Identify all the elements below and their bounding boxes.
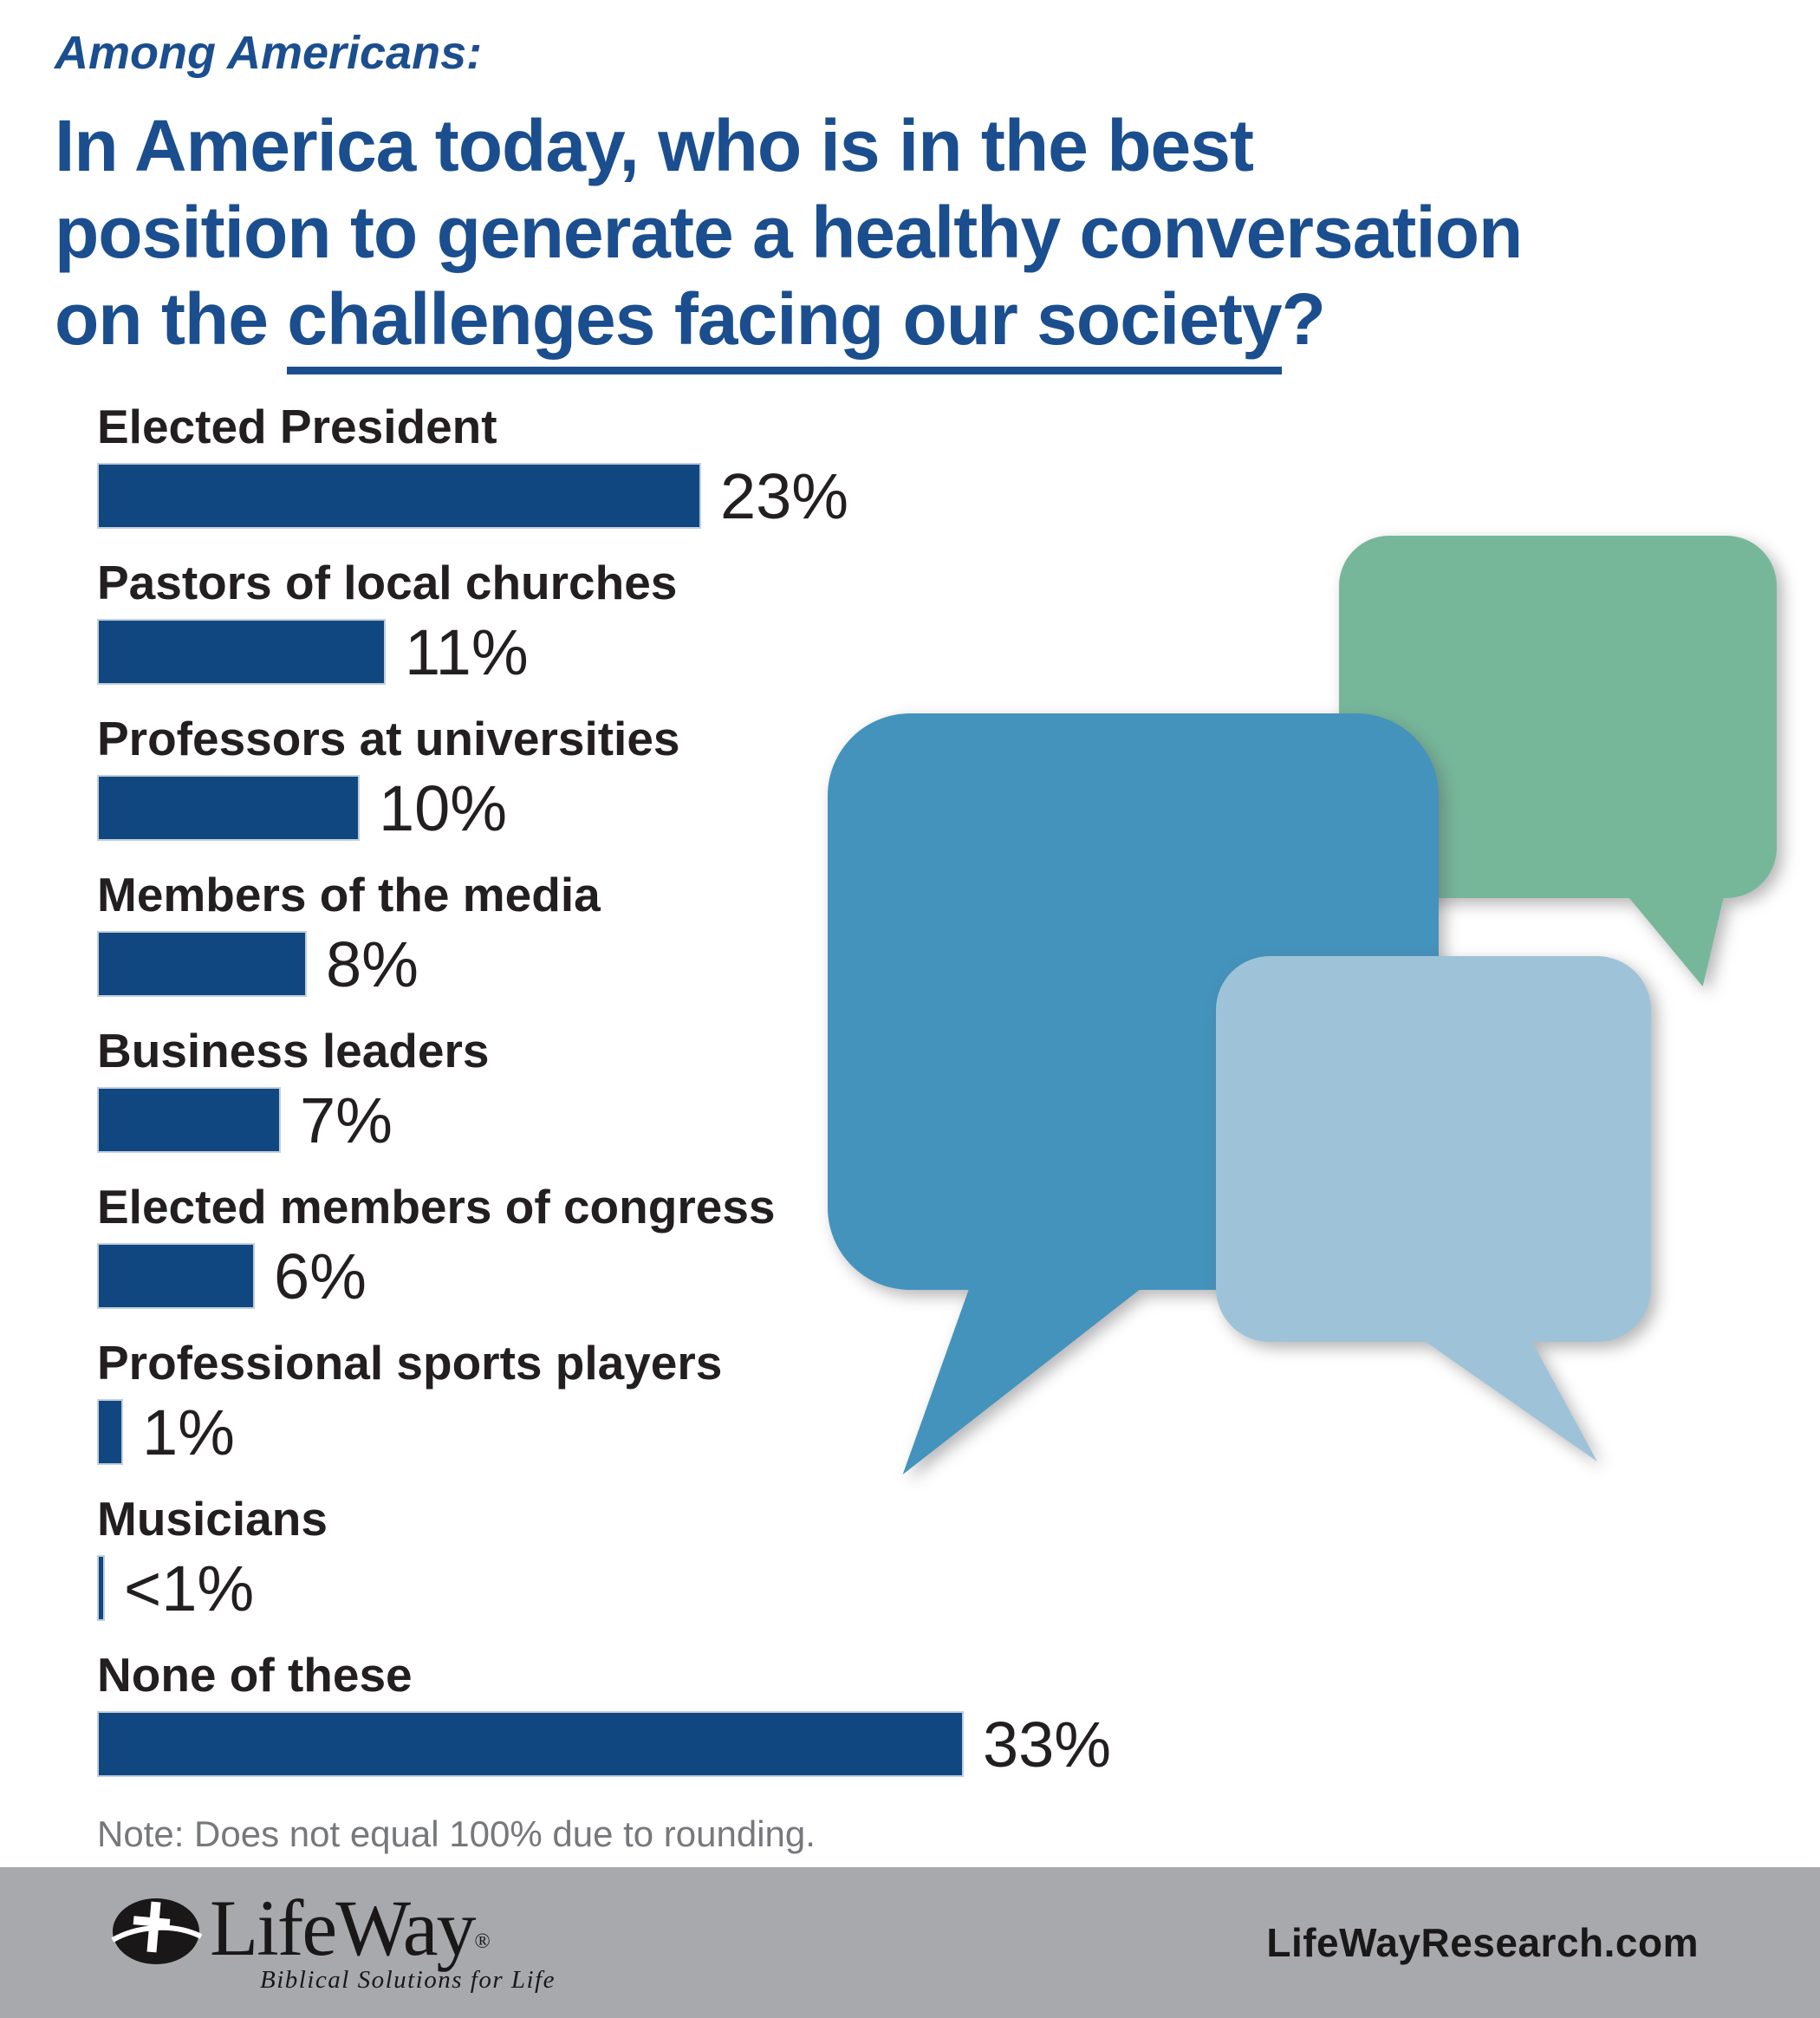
bar-value: 6% [274, 1240, 367, 1312]
bar-label: None of these [97, 1648, 413, 1702]
speech-bubble-green-tail [1625, 893, 1725, 986]
title-line-3-suffix: ? [1281, 278, 1326, 360]
title-line-2: position to generate a healthy conversat… [55, 192, 1523, 273]
bar-sports-players [97, 1399, 123, 1465]
bar-value: 1% [142, 1396, 235, 1468]
speech-bubble-light-blue-tail [1420, 1338, 1597, 1461]
title-line-3-underlined: challenges facing our society [287, 278, 1283, 374]
title-line-3-prefix: on the [55, 278, 288, 360]
bar-elected-president [97, 463, 701, 529]
bar-row: Musicians <1% [97, 1493, 1224, 1649]
bar-label: Professional sports players [97, 1336, 723, 1390]
bar-value: 11% [405, 615, 529, 688]
bar-musicians [97, 1555, 105, 1621]
bar-value: 10% [379, 771, 508, 844]
bar-label: Business leaders [97, 1024, 490, 1077]
page-title: In America today, who is in the best pos… [55, 102, 1523, 374]
speech-bubble-light-blue-icon [1216, 956, 1753, 1494]
bar-row: Elected President 23% [97, 400, 1224, 557]
lifeway-logo-icon [111, 1898, 203, 1964]
bar-value: 33% [983, 1708, 1112, 1780]
bar-label: Professors at universities [97, 712, 680, 765]
registered-mark: ® [474, 1930, 491, 1953]
lifeway-logo: LifeWay® Biblical Solutions for Life [111, 1888, 556, 1995]
website-url: LifeWayResearch.com [1266, 1920, 1699, 1965]
bar-label: Members of the media [97, 868, 601, 921]
bar-chart: Elected President 23% Pastors of local c… [97, 400, 1224, 1805]
bar-value: <1% [124, 1552, 255, 1624]
bar-label: Musicians [97, 1492, 328, 1546]
bar-value: 7% [300, 1084, 393, 1156]
bar-row: Elected members of congress 6% [97, 1181, 1224, 1337]
bar-label: Elected members of congress [97, 1180, 776, 1234]
footer-bar: LifeWay® Biblical Solutions for Life Lif… [0, 1867, 1820, 2018]
bar-media [97, 931, 307, 997]
footnote: Note: Does not equal 100% due to roundin… [97, 1813, 816, 1854]
bar-label: Pastors of local churches [97, 556, 678, 609]
logo-tagline: Biblical Solutions for Life [260, 1965, 556, 1994]
bar-value: 23% [720, 459, 849, 532]
speech-bubble-light-blue-body [1216, 956, 1651, 1342]
bar-row: Members of the media 8% [97, 869, 1224, 1025]
title-line-1: In America today, who is in the best [55, 105, 1254, 186]
bar-row: Pastors of local churches 11% [97, 557, 1224, 713]
logo-wordmark: LifeWay [210, 1883, 477, 1972]
bar-row: Professional sports players 1% [97, 1337, 1224, 1493]
bar-business-leaders [97, 1087, 281, 1153]
bar-congress [97, 1243, 255, 1309]
kicker-text: Among Americans: [55, 27, 483, 79]
bar-pastors [97, 619, 386, 685]
bar-row: Business leaders 7% [97, 1025, 1224, 1181]
bar-row: None of these 33% [97, 1649, 1224, 1805]
chart-header: Among Americans: In America today, who i… [55, 26, 1523, 374]
speech-bubble-green-body [1339, 536, 1777, 898]
bar-none-of-these [97, 1711, 964, 1777]
title-line-3: on the challenges facing our society? [55, 276, 1522, 374]
bar-label: Elected President [97, 400, 497, 453]
speech-bubble-green-icon [1339, 536, 1820, 1021]
bar-professors [97, 775, 360, 841]
bar-row: Professors at universities 10% [97, 713, 1224, 869]
bar-value: 8% [326, 928, 419, 1000]
